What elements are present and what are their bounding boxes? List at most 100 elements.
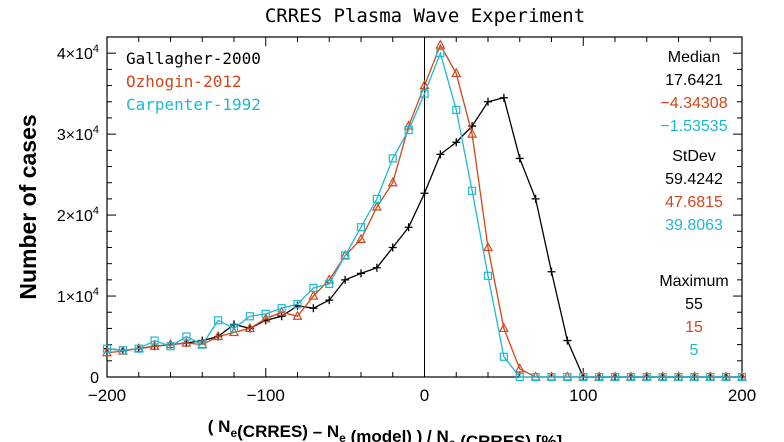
x-axis-label: ( Ne(CRRES) – Ne (model) ) / Ne (CRRES) … xyxy=(208,417,562,442)
y-axis-ticks: 0 1×104 2×104 3×104 4×104 xyxy=(57,36,742,387)
y-tick-label: 0 xyxy=(90,370,99,387)
data-point xyxy=(213,330,224,341)
data-point xyxy=(165,338,176,349)
data-point xyxy=(387,176,398,187)
data-point xyxy=(499,93,508,102)
data-point xyxy=(293,301,302,310)
data-point xyxy=(293,300,302,309)
data-point xyxy=(134,344,143,353)
x-tick-label: −100 xyxy=(247,386,285,405)
data-point xyxy=(595,372,604,382)
x-tick-label: 0 xyxy=(420,386,429,405)
data-point xyxy=(452,138,461,147)
data-point xyxy=(706,372,715,382)
data-point xyxy=(468,186,477,195)
stats-value: 15 xyxy=(685,319,703,336)
data-point xyxy=(277,312,286,321)
series-carpenter-1992 xyxy=(102,49,747,382)
data-point xyxy=(325,296,334,305)
data-point xyxy=(722,372,731,382)
data-point xyxy=(547,267,556,276)
data-point xyxy=(579,372,588,382)
stats-heading: Median xyxy=(668,49,720,66)
data-point xyxy=(277,304,286,313)
data-point xyxy=(166,342,175,351)
data-point xyxy=(451,67,462,78)
legend-entry: Carpenter-1992 xyxy=(126,95,261,114)
data-point xyxy=(499,352,508,361)
data-point xyxy=(674,372,683,382)
y-tick-label: 1×104 xyxy=(57,286,99,306)
data-point xyxy=(372,194,381,204)
data-point xyxy=(436,49,445,58)
data-point xyxy=(737,372,747,382)
legend-entry: Gallagher-2000 xyxy=(126,49,261,68)
data-point xyxy=(515,372,524,382)
data-point xyxy=(308,290,319,300)
data-point xyxy=(404,223,413,232)
stats-value: 55 xyxy=(685,296,703,313)
data-point xyxy=(388,243,397,252)
stats-value: 59.4242 xyxy=(665,171,723,188)
data-point xyxy=(498,322,509,333)
data-point xyxy=(436,150,445,159)
data-point xyxy=(610,372,620,382)
data-point xyxy=(419,79,430,90)
x-tick-label: 100 xyxy=(569,386,597,405)
y-tick-label: 2×104 xyxy=(57,205,99,225)
data-point xyxy=(452,105,461,114)
x-tick-label: −200 xyxy=(88,386,126,405)
x-tick-label: 200 xyxy=(728,386,756,405)
stats-value: 39.8063 xyxy=(665,217,723,234)
data-point xyxy=(531,194,540,203)
data-point xyxy=(198,340,207,349)
data-point xyxy=(325,279,334,289)
data-point xyxy=(244,322,255,333)
data-point xyxy=(514,363,525,373)
data-point xyxy=(371,201,382,211)
data-point xyxy=(483,241,493,252)
data-point xyxy=(214,316,223,325)
data-point xyxy=(150,336,159,345)
data-point xyxy=(563,336,572,345)
chart-title: CRRES Plasma Wave Experiment xyxy=(265,5,585,27)
data-point xyxy=(245,312,254,321)
data-point xyxy=(420,89,429,98)
data-point xyxy=(356,233,366,243)
stats-value: −4.34308 xyxy=(660,95,727,112)
y-tick-label: 4×104 xyxy=(57,43,99,63)
data-point xyxy=(261,309,270,318)
data-point xyxy=(420,189,429,198)
data-point xyxy=(483,271,493,280)
data-point xyxy=(467,128,478,138)
data-point xyxy=(435,39,446,49)
data-point xyxy=(658,372,667,382)
legend-entry: Ozhogin-2012 xyxy=(126,72,242,91)
stats-value: 47.6815 xyxy=(665,194,723,211)
legend: Gallagher-2000 Ozhogin-2012 Carpenter-1992 xyxy=(126,49,261,114)
data-point xyxy=(547,372,556,382)
data-point xyxy=(563,372,572,382)
data-point xyxy=(341,275,350,284)
data-point xyxy=(404,125,413,135)
y-axis-label: Number of cases xyxy=(15,114,41,299)
data-point xyxy=(372,263,381,272)
data-point xyxy=(356,223,366,232)
data-point xyxy=(357,269,365,278)
stats-value: −1.53535 xyxy=(660,118,727,135)
series-line xyxy=(106,51,742,378)
stats-heading: StDev xyxy=(672,148,716,165)
data-point xyxy=(388,154,397,163)
data-point xyxy=(531,372,540,382)
series-layer xyxy=(102,39,747,382)
y-tick-label: 3×104 xyxy=(57,124,99,144)
data-point xyxy=(149,340,160,350)
data-point xyxy=(484,97,492,106)
stats-heading: Maximum xyxy=(659,273,728,290)
data-point xyxy=(341,251,350,260)
stats-value: 17.6421 xyxy=(665,72,723,89)
data-point xyxy=(292,310,303,320)
stats-panel: Median 17.6421 −4.34308 −1.53535 StDev 59.424… xyxy=(659,49,728,359)
data-point xyxy=(229,324,239,333)
